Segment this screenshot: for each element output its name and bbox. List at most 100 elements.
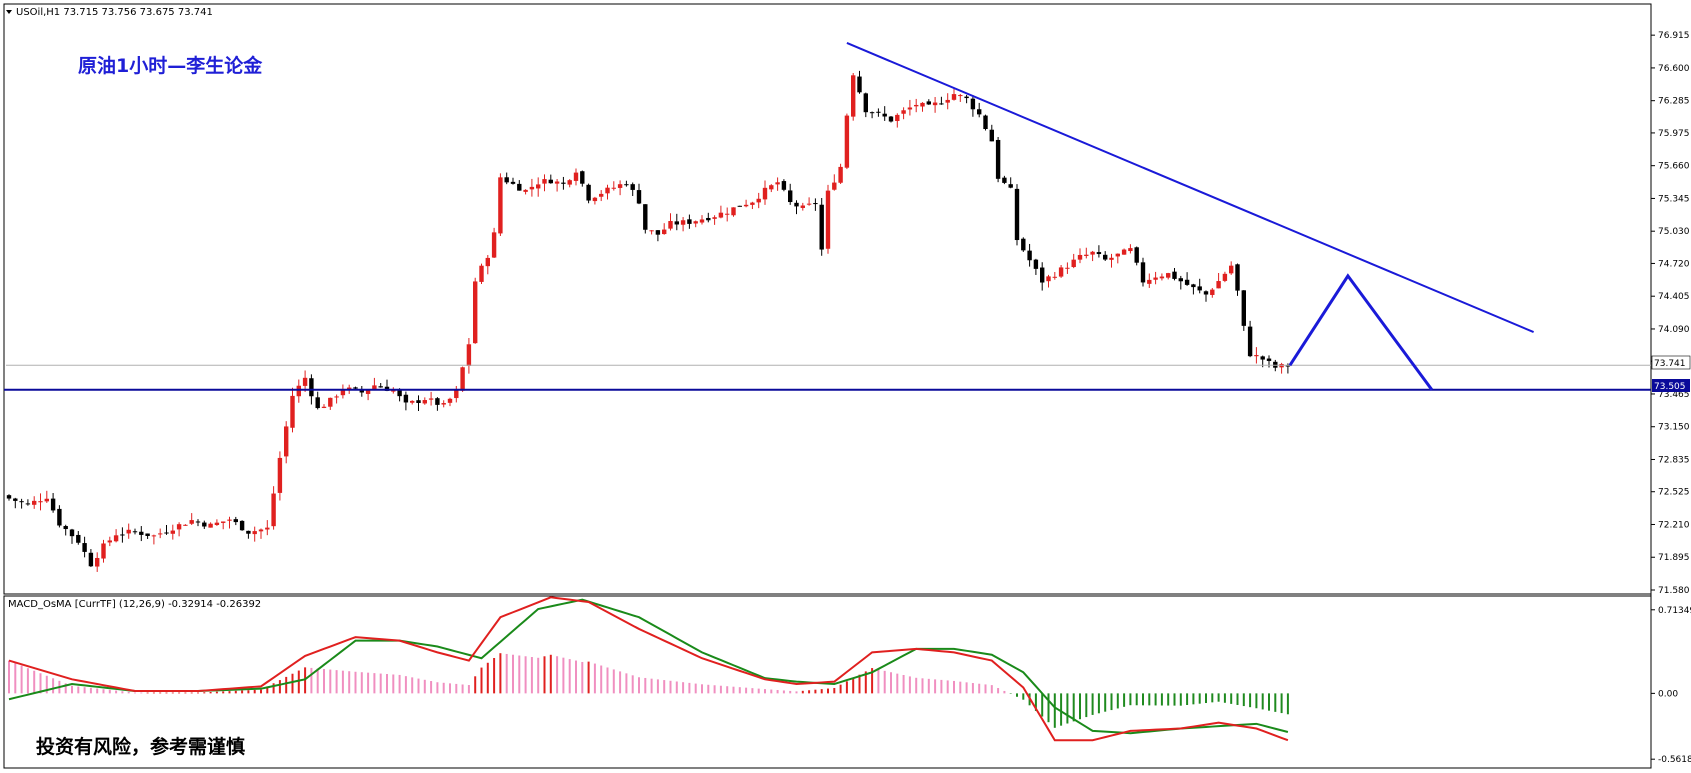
bull-candle — [284, 426, 289, 457]
bear-candle — [687, 219, 692, 224]
bear-candle — [1014, 188, 1020, 241]
triangle-down-icon[interactable] — [6, 10, 12, 14]
bear-candle — [788, 190, 793, 203]
bear-candle — [1172, 271, 1177, 279]
bull-candle — [554, 181, 560, 184]
macd-tick-label: 0.00 — [1658, 689, 1678, 699]
bull-candle — [126, 529, 131, 534]
bear-candle — [309, 378, 314, 397]
bull-candle — [271, 493, 276, 527]
bear-candle — [120, 534, 125, 536]
bull-candle — [529, 186, 535, 190]
bear-candle — [63, 526, 68, 530]
bull-candle — [756, 198, 761, 203]
bull-candle — [466, 344, 472, 366]
bull-candle — [473, 281, 478, 344]
bull-candle — [573, 172, 579, 181]
bear-candle — [970, 98, 976, 110]
bull-candle — [498, 177, 503, 234]
bull-candle — [189, 520, 194, 524]
bear-candle — [145, 533, 150, 536]
price-tick-label: 72.525 — [1658, 488, 1690, 498]
price-tick-label: 76.600 — [1658, 64, 1690, 74]
bear-candle — [863, 93, 868, 113]
bull-candle — [542, 179, 547, 184]
bear-candle — [233, 519, 238, 523]
bull-candle — [592, 197, 598, 202]
bear-candle — [82, 543, 87, 552]
bull-candle — [1084, 254, 1089, 256]
bear-candle — [624, 184, 629, 186]
bear-candle — [504, 177, 509, 183]
bull-candle — [662, 229, 667, 235]
price-tick-label: 75.660 — [1658, 162, 1690, 172]
bull-candle — [901, 110, 906, 114]
bull-candle — [1058, 267, 1064, 277]
bull-candle — [101, 543, 106, 559]
bull-candle — [668, 221, 673, 229]
bear-candle — [561, 182, 566, 184]
bull-candle — [536, 184, 541, 189]
chart-title: 原油1小时—李生论金 — [78, 54, 263, 77]
bear-candle — [1103, 254, 1108, 260]
bull-candle — [340, 389, 346, 396]
bull-candle — [183, 524, 188, 526]
bull-candle — [945, 99, 950, 103]
bear-candle — [510, 181, 516, 184]
macd-tick-label: 0.71349 — [1658, 606, 1691, 616]
bear-candle — [1040, 267, 1045, 283]
macd-tick-label: -0.56188 — [1658, 755, 1691, 765]
bear-candle — [195, 521, 201, 523]
bear-candle — [876, 111, 881, 113]
price-tick-label: 75.975 — [1658, 129, 1690, 139]
bull-candle — [460, 367, 465, 391]
bear-candle — [1027, 250, 1032, 261]
bear-candle — [139, 531, 144, 535]
symbol-ohlc-header: USOil,H1 73.715 73.756 73.675 73.741 — [16, 7, 213, 18]
bull-candle — [265, 527, 270, 530]
bear-candle — [548, 179, 553, 184]
bear-candle — [794, 202, 799, 207]
bull-candle — [1065, 267, 1070, 269]
support-price-tag — [1652, 379, 1690, 392]
candlestick-series — [6, 70, 1291, 572]
bear-candle — [359, 389, 364, 393]
bull-candle — [227, 519, 232, 521]
bull-candle — [208, 523, 213, 528]
bull-candle — [769, 185, 774, 190]
bear-candle — [1197, 286, 1202, 291]
bull-candle — [422, 400, 427, 404]
bull-candle — [958, 95, 963, 97]
bull-candle — [441, 403, 446, 405]
bull-candle — [731, 207, 736, 216]
bear-candle — [1008, 184, 1013, 188]
bull-candle — [699, 219, 705, 223]
price-tick-label: 71.895 — [1658, 553, 1690, 563]
projection-path — [1288, 273, 1434, 391]
bull-candle — [410, 400, 415, 403]
bear-candle — [813, 203, 818, 205]
bear-candle — [636, 190, 642, 204]
bear-candle — [1266, 358, 1272, 361]
bear-candle — [1285, 365, 1291, 367]
bull-candle — [693, 221, 698, 224]
bull-candle — [844, 115, 850, 168]
bear-candle — [132, 531, 138, 533]
bull-candle — [851, 75, 856, 117]
risk-note: 投资有风险，参考需谨慎 — [36, 735, 245, 758]
bull-candle — [567, 180, 572, 185]
bull-candle — [806, 203, 812, 205]
bull-candle — [221, 521, 226, 523]
bull-candle — [252, 531, 257, 535]
bull-candle — [290, 395, 295, 428]
bull-candle — [38, 501, 43, 503]
macd-header: MACD_OsMA [CurrTF] (12,26,9) -0.32914 -0… — [8, 599, 261, 610]
price-panel[interactable] — [3, 3, 1652, 595]
bear-candle — [580, 171, 585, 184]
bear-candle — [977, 109, 982, 115]
bear-candle — [397, 390, 402, 397]
bear-candle — [995, 139, 1001, 179]
bear-candle — [1033, 259, 1039, 269]
bull-candle — [1216, 281, 1221, 289]
